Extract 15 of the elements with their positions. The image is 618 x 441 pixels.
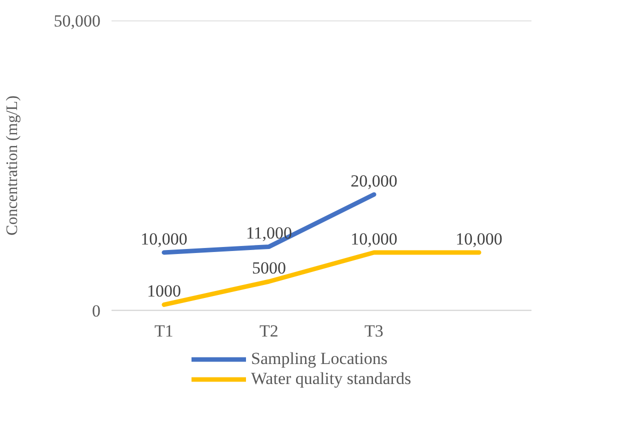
x-tick-label: T1: [154, 322, 174, 340]
y-tick-label: 0: [92, 302, 100, 320]
data-label: 10,000: [140, 230, 188, 248]
data-label: 10,000: [350, 230, 398, 248]
data-label: 10,000: [456, 230, 502, 248]
x-tick-label: T3: [364, 322, 384, 340]
y-axis-title: Concentration (mg/L): [4, 96, 21, 236]
data-label: 5000: [252, 258, 286, 278]
data-label: 1000: [147, 282, 181, 301]
legend-label: Water quality standards: [251, 369, 412, 389]
y-tick-label: 50,000: [54, 12, 100, 30]
data-label: 20,000: [350, 172, 398, 190]
data-label: 11,000: [246, 224, 292, 243]
legend-label: Sampling Locations: [251, 349, 388, 369]
x-tick-label: T2: [260, 322, 278, 340]
